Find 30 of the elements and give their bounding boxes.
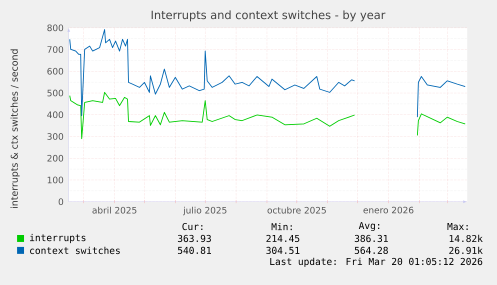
legend-label: interrupts [30,234,86,243]
x-tick-label: enero 2026 [363,206,414,214]
y-tick-label: 200 [47,154,64,162]
y-tick-label: 700 [47,46,64,53]
y-tick-label: 300 [47,133,64,140]
text: Last update: Fri Mar 20 01:05:12 2026 [270,258,482,267]
text: 564.28 [354,246,388,254]
legend-label: context switches [30,246,120,254]
x-tick-label: octubre 2025 [268,206,326,214]
y-tick-label: 100 [48,176,64,184]
text: 540.81 [178,246,211,254]
chart-title: Interrupts and context switches - by year [152,10,386,22]
text: 214.45 [266,234,300,242]
text: 26.91k [449,246,483,254]
y-tick-label: 600 [47,68,64,75]
text: 304.51 [266,246,300,254]
text: Cur: [182,222,202,230]
y-axis-title: interrupts & ctx switches / second [10,49,20,208]
y-tick-label: 500 [47,90,64,96]
y-tick-label: 400 [47,111,64,118]
text: 14.82k [450,234,483,242]
text: 363.93 [178,234,211,242]
y-tick-label: 0 [58,198,64,205]
text: Max: [447,222,468,230]
text: 386.31 [354,234,388,242]
x-tick-label: julio 2025 [183,206,226,216]
text: Avg: [358,222,380,231]
x-tick-label: abril 2025 [92,206,136,214]
text: Min: [272,222,292,230]
y-tick-label: 800 [47,24,64,32]
